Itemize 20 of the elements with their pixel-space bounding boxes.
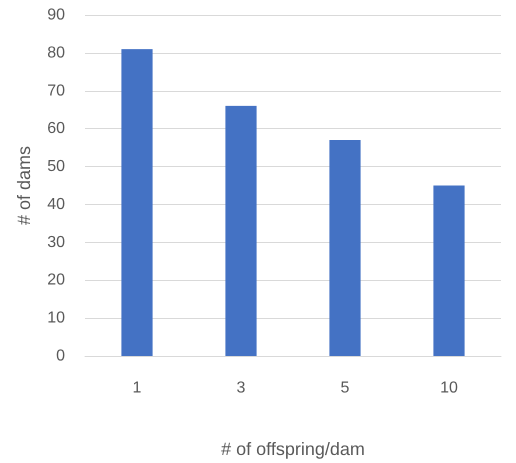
y-tick-label: 90 — [47, 6, 66, 24]
y-tick-label: 10 — [47, 310, 66, 327]
y-tick-label: 70 — [47, 82, 66, 100]
bar — [225, 106, 257, 356]
x-axis-title: # of offspring/dam — [221, 439, 365, 459]
y-tick-label: 50 — [47, 158, 66, 176]
x-tick-label: 10 — [440, 380, 458, 396]
y-tick-label: 80 — [47, 44, 66, 62]
bar — [433, 186, 465, 356]
y-axis-title: # of dams — [14, 146, 34, 226]
y-tick-label: 0 — [56, 348, 66, 364]
bar — [121, 49, 153, 356]
y-tick-label: 20 — [47, 272, 66, 289]
y-tick-label: 40 — [47, 196, 66, 213]
y-tick-label: 30 — [47, 234, 66, 251]
x-tick-label: 5 — [340, 380, 350, 396]
y-tick-label: 60 — [47, 120, 66, 138]
bar — [329, 140, 361, 356]
x-tick-label: 1 — [132, 380, 142, 396]
x-tick-label: 3 — [236, 380, 246, 396]
